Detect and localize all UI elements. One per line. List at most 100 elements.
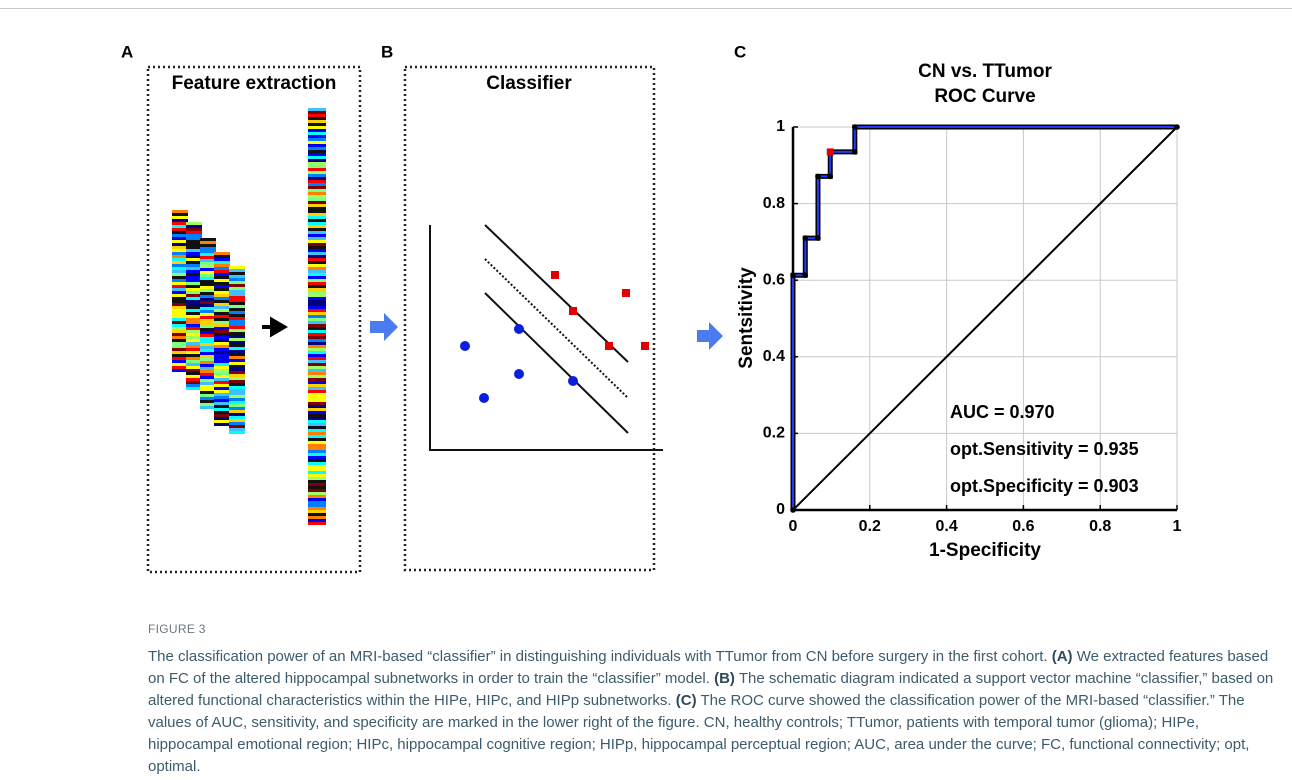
feature-stripe xyxy=(172,219,188,222)
feature-stripe xyxy=(308,138,326,141)
feature-stripe xyxy=(200,349,216,352)
feature-stripe xyxy=(308,336,326,339)
feature-stripe xyxy=(186,360,202,363)
feature-stripe xyxy=(229,335,245,338)
feature-stripe xyxy=(172,282,188,285)
feature-stripe xyxy=(200,325,216,328)
x-tick-label: 0.4 xyxy=(935,518,957,535)
feature-stripe xyxy=(200,376,216,379)
feature-stripe xyxy=(308,408,326,411)
feature-stripe xyxy=(308,375,326,378)
feature-stripe xyxy=(308,300,326,303)
feature-stripe xyxy=(214,273,230,276)
feature-stripe xyxy=(229,344,245,347)
square xyxy=(641,342,649,350)
feature-stripe xyxy=(229,320,245,323)
feature-stripe xyxy=(214,258,230,261)
feature-stripe xyxy=(172,237,188,240)
feature-stripe xyxy=(308,210,326,213)
feature-stripe xyxy=(200,250,216,253)
feature-stripe xyxy=(200,286,216,289)
feature-stripe xyxy=(308,456,326,459)
feature-stripe xyxy=(214,405,230,408)
feature-stripe xyxy=(308,234,326,237)
feature-stripe xyxy=(308,108,326,111)
roc-point xyxy=(852,124,858,130)
feature-stripe xyxy=(200,259,216,262)
feature-stripe xyxy=(229,314,245,317)
roc-point xyxy=(815,173,821,180)
feature-stripe xyxy=(186,267,202,270)
circle xyxy=(514,324,524,334)
feature-stripe xyxy=(308,315,326,318)
panel-box xyxy=(403,65,656,572)
feature-stripe xyxy=(200,277,216,280)
feature-stripe xyxy=(214,279,230,282)
feature-stripe xyxy=(229,323,245,326)
feature-stripe xyxy=(186,222,202,225)
feature-stripe xyxy=(308,498,326,501)
feature-stripe xyxy=(214,324,230,327)
feature-stripe xyxy=(229,407,245,410)
feature-stripe xyxy=(308,126,326,129)
feature-stripe xyxy=(214,399,230,402)
feature-stripe xyxy=(308,117,326,120)
feature-stripe xyxy=(308,159,326,162)
feature-stripe xyxy=(308,165,326,168)
feature-stripe xyxy=(200,391,216,394)
feature-stripe xyxy=(186,240,202,243)
feature-stripe xyxy=(186,270,202,273)
feature-stripe xyxy=(200,331,216,334)
feature-stripe xyxy=(186,279,202,282)
feature-stripe xyxy=(200,289,216,292)
feature-stripe xyxy=(200,292,216,295)
feature-stripe xyxy=(308,123,326,126)
feature-stripe xyxy=(308,261,326,264)
feature-stripe xyxy=(229,413,245,416)
feature-stripe xyxy=(172,225,188,228)
feature-stripe xyxy=(308,519,326,522)
feature-stripe xyxy=(308,240,326,243)
feature-stripe xyxy=(172,327,188,330)
feature-stripe xyxy=(214,255,230,258)
feature-stripe xyxy=(308,516,326,519)
feature-stripe xyxy=(229,284,245,287)
feature-stripe xyxy=(214,261,230,264)
feature-stripe xyxy=(214,396,230,399)
feature-stripe xyxy=(186,381,202,384)
feature-stripe xyxy=(172,315,188,318)
feature-stripe xyxy=(308,153,326,156)
feature-stripe xyxy=(308,378,326,381)
feature-stripe xyxy=(200,310,216,313)
feature-stripe xyxy=(172,234,188,237)
feature-stripe xyxy=(214,291,230,294)
feature-stripe xyxy=(229,308,245,311)
feature-stripe xyxy=(214,351,230,354)
feature-stripe xyxy=(200,394,216,397)
feature-stripe xyxy=(229,416,245,419)
feature-stripe xyxy=(308,324,326,327)
feature-stripe xyxy=(186,372,202,375)
feature-stripe xyxy=(200,304,216,307)
feature-stripe xyxy=(200,241,216,244)
feature-stripe xyxy=(186,369,202,372)
arrow xyxy=(370,313,398,341)
feature-stripe xyxy=(200,397,216,400)
feature-stripe xyxy=(229,272,245,275)
feature-stripe xyxy=(308,255,326,258)
feature-stripe xyxy=(200,337,216,340)
feature-stripe xyxy=(200,244,216,247)
feature-stripe xyxy=(308,204,326,207)
feature-stripe xyxy=(214,303,230,306)
feature-stripe xyxy=(308,150,326,153)
feature-stripe xyxy=(214,345,230,348)
arrow xyxy=(262,316,288,338)
feature-stripe xyxy=(308,219,326,222)
feature-stripe xyxy=(308,243,326,246)
feature-stripe xyxy=(214,384,230,387)
feature-stripe xyxy=(308,420,326,423)
feature-stripe xyxy=(308,198,326,201)
feature-stripe xyxy=(186,366,202,369)
feature-stripe xyxy=(186,387,202,390)
feature-stripe xyxy=(214,333,230,336)
